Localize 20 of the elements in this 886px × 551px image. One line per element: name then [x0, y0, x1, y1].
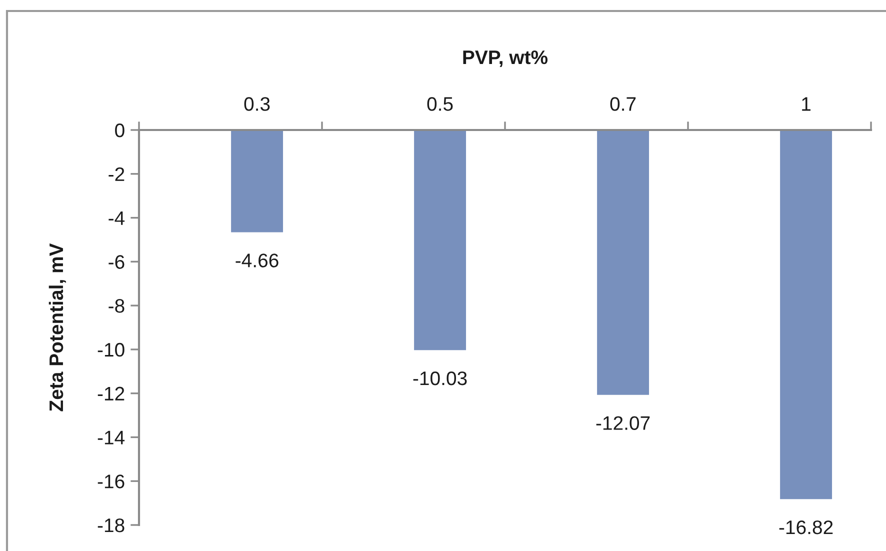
y-tick-label: -6 [108, 255, 124, 269]
y-tick-label: -8 [108, 299, 124, 313]
y-tick-label: -18 [98, 518, 124, 532]
y-tick-label: -2 [108, 167, 124, 181]
x-tick-label: 0.3 [244, 97, 270, 111]
y-tick-label: -16 [98, 474, 124, 488]
data-label: -4.66 [236, 254, 278, 268]
y-tick-label: -4 [108, 211, 125, 225]
y-tick-label: -14 [98, 430, 125, 444]
y-axis-title: Zeta Potential, mV [48, 243, 66, 412]
data-label: -12.07 [596, 416, 650, 430]
y-tick-label: -12 [98, 386, 124, 400]
x-tick-label: 1 [802, 97, 810, 111]
x-axis-title: PVP, wt% [463, 50, 548, 68]
data-label: -10.03 [413, 371, 467, 386]
y-tick-label: 0 [115, 123, 124, 138]
x-tick-label: 0.5 [427, 97, 453, 111]
y-tick-label: -10 [98, 342, 124, 357]
x-tick-label: 0.7 [610, 97, 636, 111]
data-label: -16.82 [779, 520, 833, 534]
